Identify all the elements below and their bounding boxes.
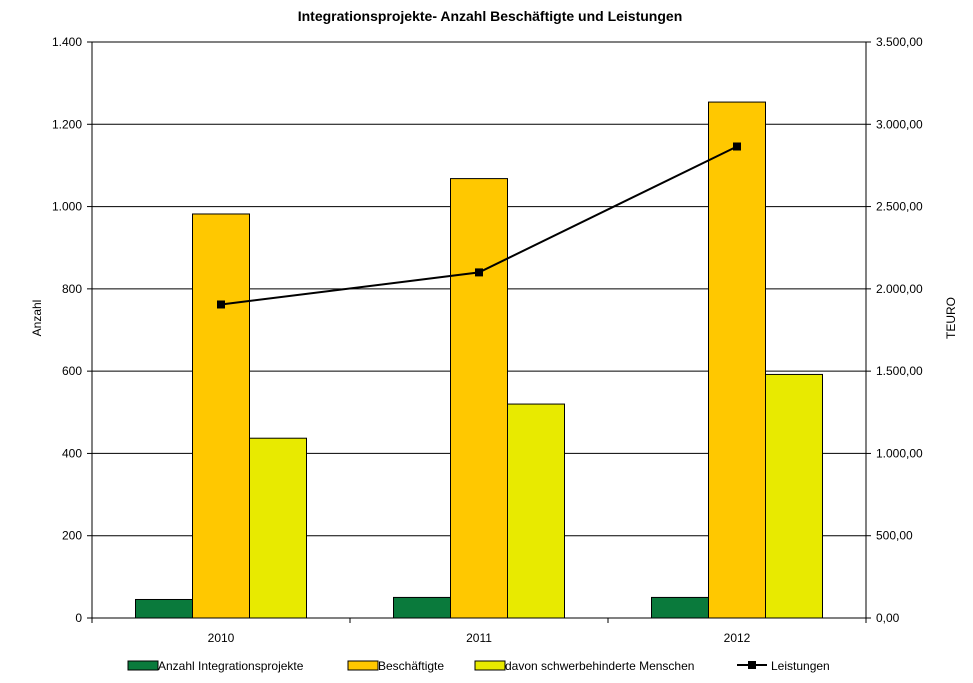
- y-tick-label: 1.400: [52, 35, 82, 49]
- axes: 0 200 400 600 800 1.000 1.200 1.400 0,00 500,00 1.…: [52, 35, 923, 645]
- bar-3: [249, 437, 307, 619]
- legend-label: Leistungen: [771, 659, 830, 673]
- bar-2: [708, 101, 766, 619]
- y2-tick-label: 500,00: [876, 529, 913, 543]
- bar-3: [765, 373, 823, 619]
- y-tick-label: 600: [62, 364, 82, 378]
- y2-tick-label: 2.000,00: [876, 282, 923, 296]
- y2-tick-label: 1.500,00: [876, 364, 923, 378]
- x-tick-label: 2010: [208, 631, 235, 645]
- y-tick-label: 1.000: [52, 200, 82, 214]
- line-point: [733, 142, 741, 151]
- bar-1: [651, 596, 709, 619]
- line-series: [217, 142, 741, 309]
- bar-3: [507, 403, 565, 619]
- y-tick-label: 0: [75, 611, 82, 625]
- y2-tick-label: 2.500,00: [876, 200, 923, 214]
- bar-2: [192, 213, 250, 619]
- bar-1: [135, 598, 193, 619]
- x-tick-label: 2011: [466, 631, 492, 645]
- bar-1: [393, 596, 451, 619]
- legend-label: Beschäftigte: [378, 659, 444, 673]
- y-axis-label: Anzahl: [30, 300, 44, 337]
- legend-swatch: [474, 660, 506, 671]
- legend: Anzahl Integrationsprojekte Beschäftigte d…: [127, 659, 830, 673]
- y2-tick-label: 3.500,00: [876, 35, 923, 49]
- y2-axis-label: TEURO: [944, 297, 958, 339]
- legend-swatch: [127, 660, 159, 671]
- chart-title: Integrationsprojekte- Anzahl Beschäftigt…: [298, 8, 683, 24]
- y2-tick-label: 0,00: [876, 611, 900, 625]
- line-point: [217, 300, 225, 309]
- line-point: [475, 268, 483, 277]
- bar-2: [450, 178, 508, 619]
- y-tick-label: 800: [62, 282, 82, 296]
- y-tick-label: 1.200: [52, 117, 82, 131]
- legend-swatch: [347, 660, 379, 671]
- legend-label: davon schwerbehinderte Menschen: [505, 659, 694, 673]
- y2-tick-label: 1.000,00: [876, 446, 923, 460]
- x-tick-label: 2012: [724, 631, 751, 645]
- y-tick-label: 400: [62, 446, 82, 460]
- y2-tick-label: 3.000,00: [876, 117, 923, 131]
- bars: [135, 101, 823, 619]
- legend-label: Anzahl Integrationsprojekte: [158, 659, 304, 673]
- y-tick-label: 200: [62, 529, 82, 543]
- legend-marker: [748, 661, 756, 669]
